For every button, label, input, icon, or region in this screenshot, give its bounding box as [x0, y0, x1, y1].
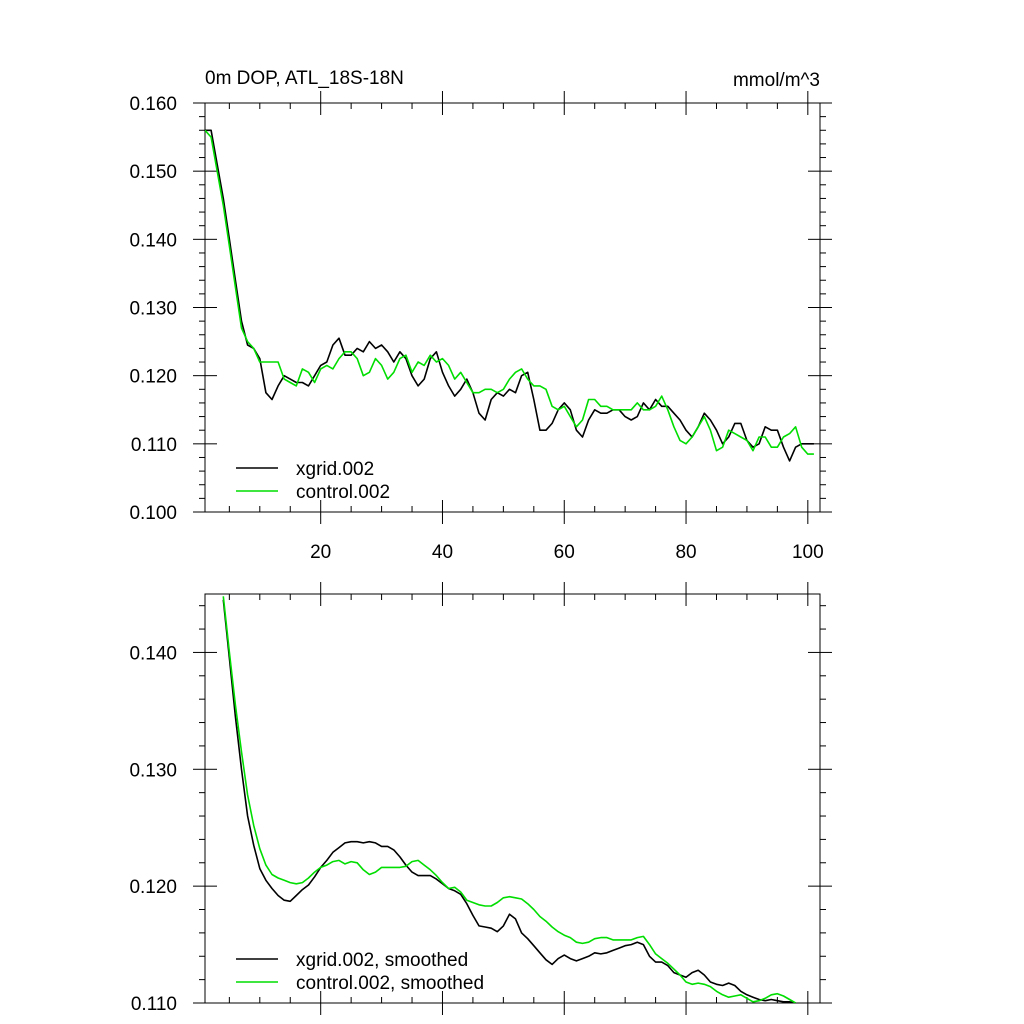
y-tick-label: 0.110 [131, 994, 177, 1015]
x-tick-label: 80 [675, 542, 696, 563]
legend-label: control.002 [296, 482, 390, 503]
y-tick-label: 0.130 [129, 299, 177, 320]
top-panel: 0m DOP, ATL_18S-18N mmol/m^3 20 40 60 80 100… [129, 68, 832, 563]
y-tick-label: 0.140 [129, 643, 177, 664]
y-tick-label: 0.120 [129, 877, 177, 898]
units-label: mmol/m^3 [733, 70, 820, 91]
y-tick-label: 0.160 [129, 94, 177, 115]
chart-title: 0m DOP, ATL_18S-18N [205, 68, 404, 89]
x-tick-label: 60 [554, 542, 575, 563]
x-tick-label: 40 [432, 542, 453, 563]
plot-frame [204, 102, 821, 513]
legend-label: xgrid.002 [296, 459, 374, 480]
series-line-control [222, 596, 797, 1003]
series-line-xgrid [205, 129, 814, 462]
y-tick-label: 0.100 [129, 503, 177, 524]
series-line-xgrid [222, 599, 796, 1003]
x-tick-label: 100 [792, 542, 824, 563]
bottom-panel: 0.110 0.120 0.130 0.140 xgrid.002, smoothedc… [129, 582, 832, 1015]
series-line-control [205, 129, 814, 455]
y-tick-label: 0.120 [129, 367, 177, 388]
y-tick-label: 0.110 [131, 435, 177, 456]
legend-label: control.002, smoothed [296, 973, 484, 994]
legend-label: xgrid.002, smoothed [296, 950, 468, 971]
y-tick-label: 0.150 [129, 162, 177, 183]
y-tick-label: 0.140 [129, 230, 177, 251]
y-tick-label: 0.130 [129, 760, 177, 781]
plot-frame [204, 593, 821, 1004]
x-tick-label: 20 [310, 542, 331, 563]
